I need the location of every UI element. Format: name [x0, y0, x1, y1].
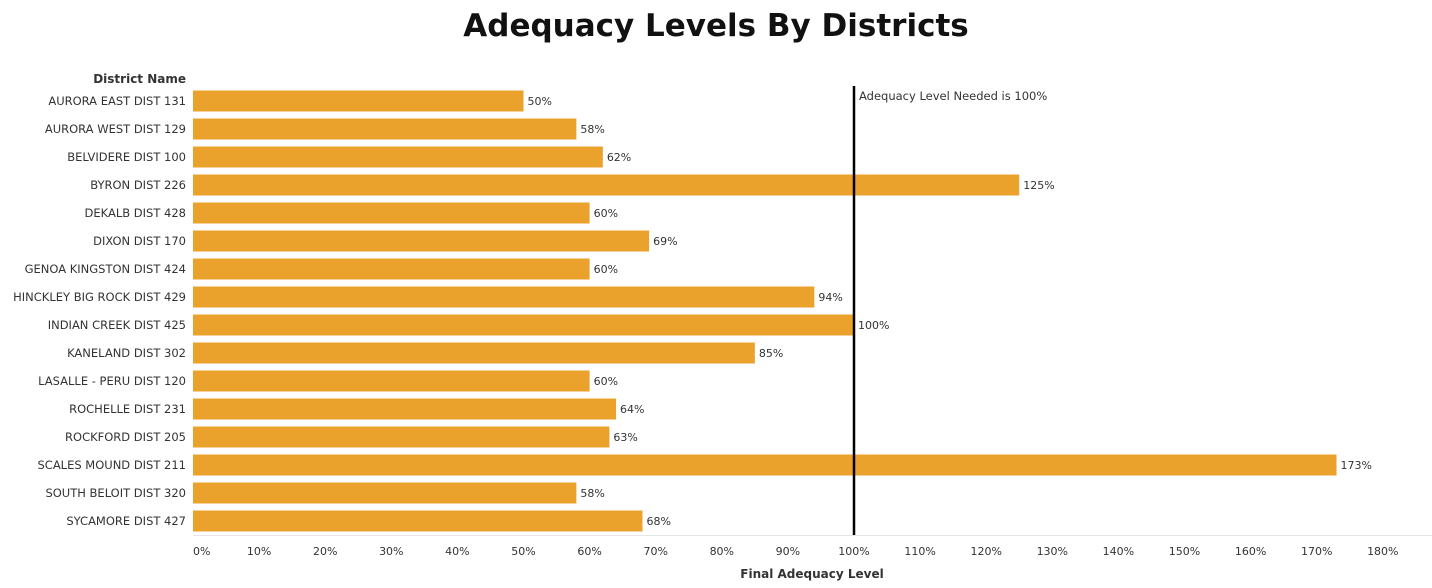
bar [193, 482, 577, 504]
x-tick-label: 160% [1235, 545, 1266, 558]
x-tick-label: 60% [577, 545, 601, 558]
bar-value-label: 85% [759, 347, 783, 360]
bar-value-label: 100% [858, 319, 889, 332]
bar [193, 370, 590, 392]
bar-value-label: 58% [580, 123, 604, 136]
x-tick-label: 150% [1169, 545, 1200, 558]
bar [193, 510, 643, 532]
category-labels: AURORA EAST DIST 131 AURORA WEST DIST 129… [13, 94, 186, 528]
bar-value-label: 60% [594, 375, 618, 388]
category-label: AURORA WEST DIST 129 [45, 122, 186, 136]
bar-value-label: 58% [580, 487, 604, 500]
bar [193, 342, 755, 364]
x-tick-label: 100% [838, 545, 869, 558]
bar [193, 258, 590, 280]
category-label: LASALLE - PERU DIST 120 [38, 374, 186, 388]
x-tick-label: 130% [1037, 545, 1068, 558]
x-axis-title: Final Adequacy Level [740, 567, 883, 581]
reference-line-label: Adequacy Level Needed is 100% [859, 89, 1047, 103]
bar-value-label: 62% [607, 151, 631, 164]
x-tick-label: 90% [776, 545, 800, 558]
chart-title: Adequacy Levels By Districts [463, 8, 969, 44]
bar [193, 174, 1020, 196]
bar-value-label: 60% [594, 207, 618, 220]
category-label: DIXON DIST 170 [93, 234, 186, 248]
bar-value-label: 125% [1023, 179, 1054, 192]
bar-value-label: 69% [653, 235, 677, 248]
bar [193, 314, 854, 336]
bar [193, 454, 1337, 476]
bar [193, 230, 650, 252]
x-tick-label: 140% [1103, 545, 1134, 558]
category-label: SCALES MOUND DIST 211 [37, 458, 186, 472]
category-label: INDIAN CREEK DIST 425 [48, 318, 186, 332]
category-label: BELVIDERE DIST 100 [67, 150, 186, 164]
bar-value-label: 64% [620, 403, 644, 416]
x-tick-label: 80% [710, 545, 734, 558]
category-label: DEKALB DIST 428 [85, 206, 186, 220]
bar [193, 286, 815, 308]
category-label: ROCKFORD DIST 205 [65, 430, 186, 444]
x-tick-label: 40% [445, 545, 469, 558]
x-tick-label: 170% [1301, 545, 1332, 558]
category-label: HINCKLEY BIG ROCK DIST 429 [13, 290, 186, 304]
x-tick-label: 20% [313, 545, 337, 558]
bars-layer: 50% 58% 62% 125% 60% 69% 60% 94% 100% 85% 60% 64% 63… [193, 90, 1372, 532]
x-tick-label: 50% [511, 545, 535, 558]
bar-value-label: 50% [528, 95, 552, 108]
category-label: SOUTH BELOIT DIST 320 [45, 486, 186, 500]
category-label: ROCHELLE DIST 231 [69, 402, 186, 416]
bar-value-label: 94% [818, 291, 842, 304]
bar-value-label: 63% [613, 431, 637, 444]
bar [193, 90, 524, 112]
bar [193, 118, 577, 140]
category-label: BYRON DIST 226 [90, 178, 186, 192]
bar [193, 426, 610, 448]
category-label: GENOA KINGSTON DIST 424 [25, 262, 186, 276]
category-axis-header: District Name [93, 72, 186, 86]
reference-line-layer: Adequacy Level Needed is 100% [852, 86, 1047, 535]
x-tick-label: 70% [643, 545, 667, 558]
x-tick-label: 120% [970, 545, 1001, 558]
bar [193, 146, 603, 168]
x-tick-label: 0% [193, 545, 210, 558]
bar-value-label: 68% [646, 515, 670, 528]
bar [193, 398, 617, 420]
category-label: AURORA EAST DIST 131 [48, 94, 186, 108]
bar-value-label: 173% [1341, 459, 1372, 472]
x-axis-ticks: 0% 10% 20% 30% 40% 50% 60% 70% 80% 90% 100% 110% 120… [193, 535, 1432, 558]
x-tick-label: 180% [1367, 545, 1398, 558]
x-tick-label: 30% [379, 545, 403, 558]
category-label: SYCAMORE DIST 427 [66, 514, 186, 528]
category-label: KANELAND DIST 302 [67, 346, 186, 360]
x-tick-label: 110% [904, 545, 935, 558]
bar [193, 202, 590, 224]
x-tick-label: 10% [247, 545, 271, 558]
bar-value-label: 60% [594, 263, 618, 276]
